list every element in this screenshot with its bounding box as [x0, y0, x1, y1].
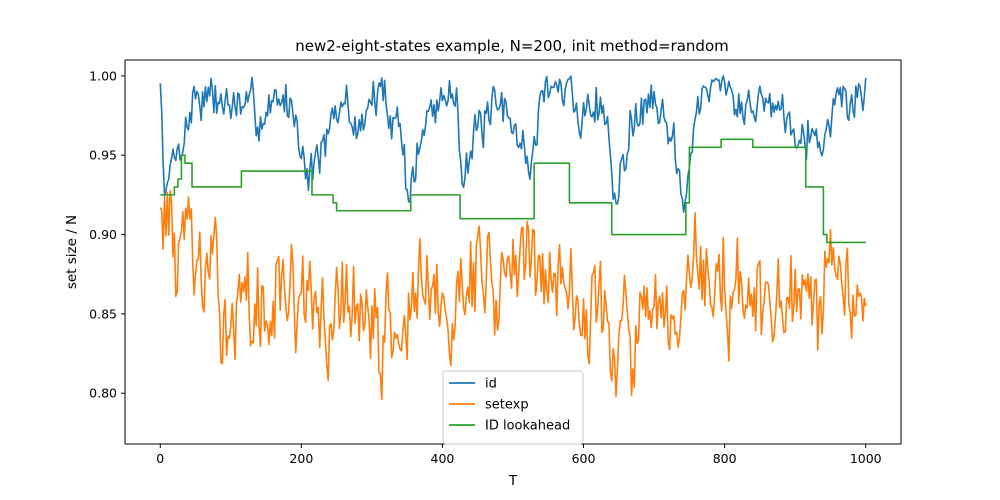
plot-area	[124, 59, 902, 445]
legend: id setexp ID lookahead	[442, 370, 584, 445]
chart-title: new2-eight-states example, N=200, init m…	[295, 37, 728, 55]
series-line-id	[159, 75, 867, 213]
legend-box	[442, 370, 584, 445]
x-tick-label: 1000	[850, 451, 882, 466]
y-tick-label: 1.00	[89, 68, 117, 83]
x-axis-label: T	[508, 473, 518, 489]
legend-label: setexp	[485, 398, 529, 413]
x-tick-label: 600	[572, 451, 596, 466]
x-tick-label: 0	[156, 451, 164, 466]
series-layer	[159, 75, 867, 401]
legend-label: ID lookahead	[485, 419, 570, 434]
y-axis-label: set size / N	[64, 215, 80, 289]
y-axis: 0.80 0.85 0.90 0.95 1.00	[89, 68, 125, 401]
y-tick-label: 0.85	[89, 306, 117, 321]
y-tick-label: 0.90	[89, 227, 117, 242]
x-tick-label: 200	[289, 451, 313, 466]
x-axis: 0 200 400 600 800 1000	[156, 444, 882, 466]
x-tick-label: 800	[713, 451, 737, 466]
legend-label: id	[485, 377, 497, 392]
series-line-setexp	[159, 189, 867, 401]
series-line-id-lookahead	[160, 138, 866, 244]
y-tick-label: 0.80	[89, 386, 117, 401]
x-tick-label: 400	[431, 451, 455, 466]
y-tick-label: 0.95	[89, 148, 117, 163]
